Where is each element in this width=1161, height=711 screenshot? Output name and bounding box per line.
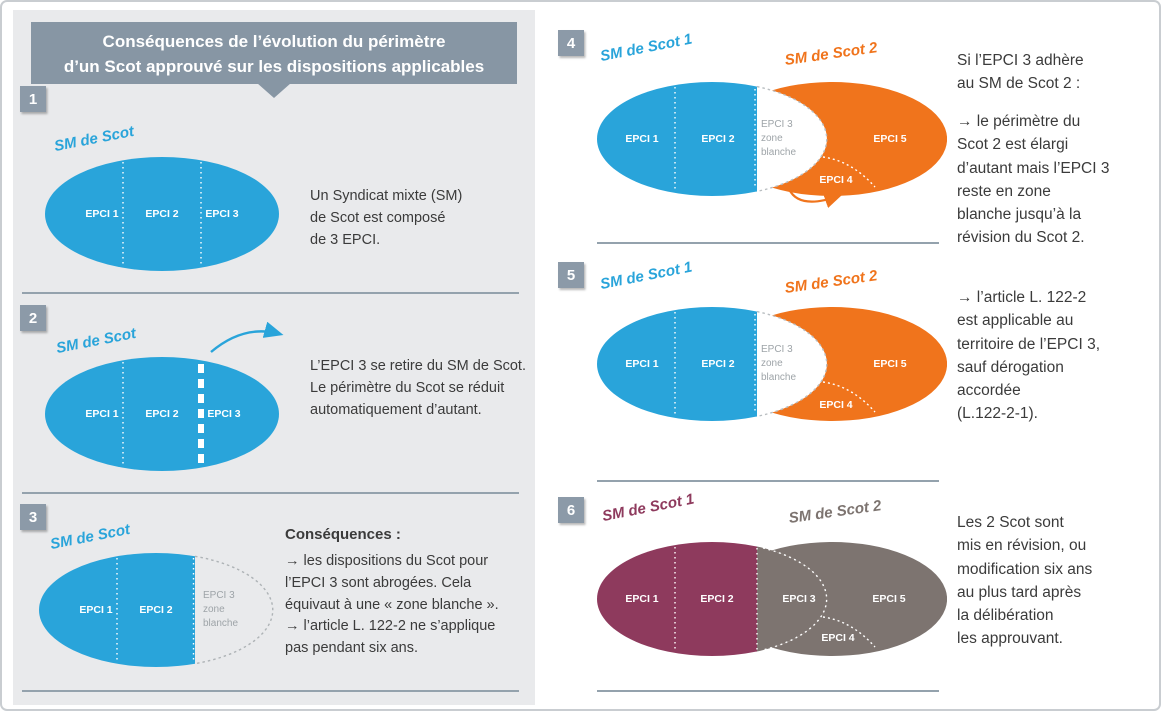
epci-2-label: EPCI 2: [145, 208, 179, 220]
step-4-diagram-shapes: [597, 82, 947, 196]
scot1-ellipse-clipped: [597, 307, 757, 421]
step-3-diagram-shapes: [39, 553, 274, 667]
title-pointer-icon: [257, 83, 291, 98]
zone-blanche-label: EPCI 3 zone blanche: [761, 344, 797, 383]
epci-1-label: EPCI 1: [625, 593, 659, 605]
step-5-badge: 5: [558, 262, 584, 288]
scot2-crescent: [772, 82, 947, 196]
epci-5-label: EPCI 5: [873, 358, 907, 370]
detach-arrow-curve: [210, 322, 284, 353]
epci4-separator-dotted: [822, 156, 876, 188]
zone-blanche-dashed-outline: [756, 85, 828, 193]
step-4-intro-text: Si l’EPCI 3 adhère au SM de Scot 2 :: [957, 52, 1084, 93]
divider: [22, 690, 519, 692]
scot-ellipse-clipped: [39, 553, 195, 667]
divider: [597, 480, 939, 482]
step-3-diagram: EPCI 1 EPCI 2 EPCI 3 zone blanche: [38, 550, 274, 670]
epci4-separator-dotted: [822, 381, 876, 413]
epci4-separator-dotted: [822, 616, 876, 648]
step-1-text: Un Syndicat mixte (SM) de Scot est compo…: [310, 188, 463, 248]
epci-5-label: EPCI 5: [872, 593, 906, 605]
epci-1-label: EPCI 1: [85, 208, 119, 220]
step-5-diagram-shapes: [597, 307, 947, 421]
epci-2-label: EPCI 2: [145, 408, 179, 420]
epci-2-label: EPCI 2: [139, 604, 173, 616]
epci-1-label: EPCI 1: [625, 133, 659, 145]
scot2-crescent: [772, 307, 947, 421]
step-1-badge: 1: [20, 86, 46, 112]
zone-blanche-label: EPCI 3 zone blanche: [761, 119, 797, 158]
step-2-diagram-shapes: [45, 357, 279, 471]
step-6-badge: 6: [558, 497, 584, 523]
step-6-text: Les 2 Scot sont mis en révision, ou modi…: [957, 514, 1093, 648]
step-2-diagram: EPCI 1 EPCI 2 EPCI 3: [44, 354, 280, 474]
join-arrow-curve: [788, 188, 843, 208]
scot1-ellipse-clipped: [597, 542, 757, 656]
step-4-badge: 4: [558, 30, 584, 56]
title-line-2: d’un Scot approuvé sur les dispositions …: [63, 56, 485, 76]
epci-5-label: EPCI 5: [873, 133, 907, 145]
scot-ellipse: [45, 157, 279, 271]
epci-1-label: EPCI 1: [85, 408, 119, 420]
epci-1-label: EPCI 1: [79, 604, 113, 616]
scot2-lens: [757, 546, 827, 652]
epci-4-label: EPCI 4: [819, 399, 853, 411]
divider: [22, 292, 519, 294]
join-arrow-icon: [788, 188, 843, 208]
epci-4-label: EPCI 4: [821, 632, 855, 644]
step-4-text: → le périmètre du Scot 2 est élargi d’au…: [957, 113, 1110, 247]
scot-ellipse: [45, 357, 279, 471]
zone-blanche-label: EPCI 3 zone blanche: [203, 590, 239, 629]
step-6-diagram: EPCI 1 EPCI 2 EPCI 3 EPCI 5 EPCI 4: [597, 519, 947, 679]
epci-3-label: EPCI 3: [205, 208, 239, 220]
step-3-text: → les dispositions du Scot pour l’EPCI 3…: [285, 553, 499, 656]
divider: [597, 242, 939, 244]
epci-3-label: EPCI 3: [207, 408, 241, 420]
epci-2-label: EPCI 2: [701, 133, 735, 145]
scot1-ellipse-clipped: [597, 82, 757, 196]
epci-2-label: EPCI 2: [700, 593, 734, 605]
epci-3-label: EPCI 3: [782, 593, 816, 605]
title-line-1: Conséquences de l’évolution du périmètre: [102, 32, 446, 51]
step-4-diagram: EPCI 1 EPCI 2 EPCI 3 zone blanche EPCI 5…: [597, 59, 947, 219]
divider: [597, 690, 939, 692]
detach-arrow-icon: [210, 322, 284, 353]
step-6-diagram-shapes: [597, 542, 947, 656]
step-2-badge: 2: [20, 305, 46, 331]
epci-2-label: EPCI 2: [701, 358, 735, 370]
step-5-diagram: EPCI 1 EPCI 2 EPCI 3 zone blanche EPCI 5…: [597, 284, 947, 444]
step-1-diagram: EPCI 1 EPCI 2 EPCI 3: [44, 154, 280, 274]
epci-4-label: EPCI 4: [819, 174, 853, 186]
zone-blanche-dashed-outline: [194, 555, 274, 665]
scot2-crescent: [772, 542, 947, 656]
step-1-diagram-shapes: [45, 157, 279, 271]
step-5-text: → l’article L. 122-2 est applicable au t…: [957, 289, 1100, 423]
step-2-text: L’EPCI 3 se retire du SM de Scot. Le pér…: [310, 358, 526, 418]
page-title: Conséquences de l’évolution du périmètre…: [31, 22, 517, 84]
step-3-heading: Conséquences :: [285, 526, 401, 543]
epci-1-label: EPCI 1: [625, 358, 659, 370]
step-3-badge: 3: [20, 504, 46, 530]
divider: [22, 492, 519, 494]
zone-blanche-dashed-outline: [756, 310, 828, 418]
